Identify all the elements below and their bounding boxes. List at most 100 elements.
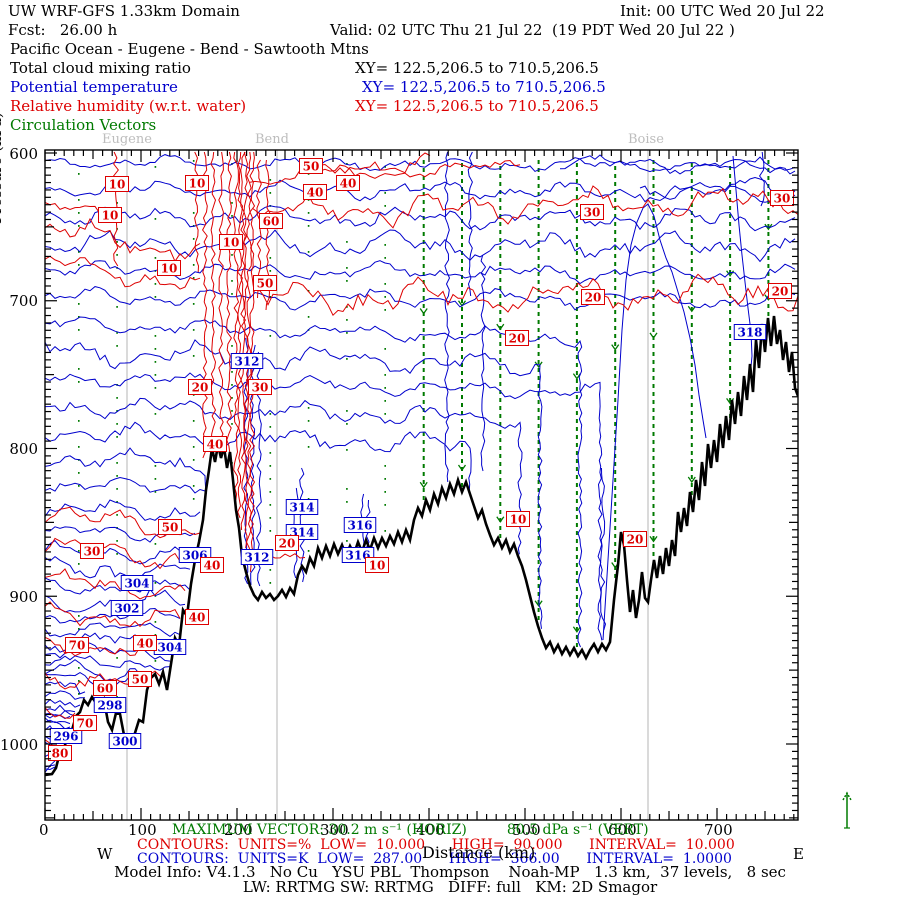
theta-contour <box>45 339 543 629</box>
theta-contour <box>45 659 151 682</box>
contour-label: 304 <box>153 639 187 655</box>
contour-label: 40 <box>203 436 227 452</box>
waypoint-label-boise: Boise <box>628 132 664 147</box>
rh-contour <box>45 568 186 600</box>
valid-time: Valid: 02 UTC Thu 21 Jul 22 (19 PDT Wed … <box>330 21 735 39</box>
forecast-hour: Fcst: 26.00 h <box>8 21 118 39</box>
field-label-cloud: Total cloud mixing ratio <box>10 59 191 77</box>
field-xy-theta: XY= 122.5,206.5 to 710.5,206.5 <box>362 78 606 96</box>
svg-text:318: 318 <box>737 326 762 340</box>
theta-contour <box>45 397 523 555</box>
rh-contour <box>45 537 191 570</box>
rh-contour-vertical <box>218 151 225 453</box>
contour-label: 10 <box>157 260 181 276</box>
svg-text:40: 40 <box>307 186 324 200</box>
svg-text:316: 316 <box>345 549 370 563</box>
theta-contour <box>45 698 81 708</box>
rh-contour <box>45 255 201 290</box>
yaxis-tick-900: 900 <box>9 588 38 606</box>
theta-contour <box>45 154 796 174</box>
contour-label: 40 <box>336 175 360 191</box>
xaxis-tick-100: 100 <box>128 821 157 839</box>
contour-label: 50 <box>128 671 152 687</box>
theta-contour <box>45 690 86 700</box>
waypoint-gridlines <box>126 150 649 820</box>
xaxis-tick-700: 700 <box>704 821 733 839</box>
rh-contour-vertical <box>240 151 247 531</box>
svg-text:30: 30 <box>252 381 269 395</box>
svg-text:60: 60 <box>263 215 280 229</box>
field-label-vectors: Circulation Vectors <box>10 116 157 134</box>
model-info-line1: Model Info: V4.1.3 No Cu YSU PBL Thompso… <box>114 863 786 881</box>
svg-text:10: 10 <box>369 559 386 573</box>
yaxis-tick-700: 700 <box>9 292 38 310</box>
rh-contour <box>45 601 181 627</box>
xaxis-tick-300: 300 <box>320 821 349 839</box>
theta-contour <box>45 622 181 638</box>
svg-text:40: 40 <box>340 177 357 191</box>
contour-label: 10 <box>98 207 122 223</box>
field-xy-cloud: XY= 122.5,206.5 to 710.5,206.5 <box>355 59 599 77</box>
theta-contour <box>45 555 191 585</box>
axes-frame <box>44 149 799 821</box>
svg-text:20: 20 <box>279 537 296 551</box>
contour-label: 316 <box>343 517 377 533</box>
contour-label: 296 <box>49 728 83 744</box>
theta-contour <box>45 719 71 725</box>
svg-text:70: 70 <box>77 717 94 731</box>
svg-text:10: 10 <box>223 236 240 250</box>
theta-contour <box>559 154 796 175</box>
theta-contour <box>639 176 796 200</box>
contour-label: 312 <box>240 549 274 565</box>
contour-label: 10 <box>219 234 243 250</box>
theta-contour <box>45 421 472 491</box>
svg-text:50: 50 <box>303 160 320 174</box>
svg-text:300: 300 <box>112 735 137 749</box>
theta-contour-vertical <box>480 254 487 472</box>
model-domain-title: UW WRF-GFS 1.33km Domain <box>8 2 240 20</box>
theta-contour <box>45 476 206 494</box>
svg-text:10: 10 <box>102 209 119 223</box>
svg-text:20: 20 <box>772 285 789 299</box>
contour-label: 300 <box>108 733 142 749</box>
svg-text:30: 30 <box>84 545 101 559</box>
svg-text:298: 298 <box>97 699 122 713</box>
contours-info-rh: CONTOURS: UNITS=% LOW= 10.000 HIGH= 90.0… <box>137 837 735 853</box>
svg-text:20: 20 <box>585 291 602 305</box>
field-xy-rh: XY= 122.5,206.5 to 710.5,206.5 <box>355 97 599 115</box>
contour-label: 40 <box>200 557 224 573</box>
contour-label: 10 <box>105 176 129 192</box>
xaxis-tick-500: 500 <box>512 821 541 839</box>
svg-text:80: 80 <box>52 747 69 761</box>
contour-label: 40 <box>185 609 209 625</box>
contour-label: 70 <box>73 715 97 731</box>
svg-text:40: 40 <box>204 559 221 573</box>
contour-label: 10 <box>365 557 389 573</box>
contour-label: 60 <box>259 213 283 229</box>
contour-label: 30 <box>80 543 104 559</box>
rh-contour-vertical <box>226 151 232 453</box>
svg-text:312: 312 <box>244 551 269 565</box>
svg-text:316: 316 <box>347 519 372 533</box>
theta-contour <box>45 179 796 203</box>
rh-contour-vertical <box>194 151 200 273</box>
east-label: E <box>793 845 804 863</box>
svg-text:70: 70 <box>69 639 86 653</box>
contour-label: 50 <box>158 519 182 535</box>
theta-contour <box>45 577 191 595</box>
contour-label: 304 <box>120 575 154 591</box>
contour-label: 314 <box>285 499 319 515</box>
contour-label: 40 <box>303 184 327 200</box>
contours-info-theta: CONTOURS: UNITS=K LOW= 287.00 HIGH= 366.… <box>137 851 732 867</box>
rh-contour <box>319 159 521 179</box>
waypoint-label-bend: Bend <box>255 132 289 147</box>
svg-text:20: 20 <box>192 381 209 395</box>
contour-label: 10 <box>185 175 209 191</box>
contour-label: 60 <box>93 680 117 696</box>
rh-contour <box>45 217 201 263</box>
contour-label: 50 <box>253 275 277 291</box>
svg-text:40: 40 <box>189 611 206 625</box>
yaxis-tick-600: 600 <box>9 145 38 163</box>
contour-label: 50 <box>299 158 323 174</box>
